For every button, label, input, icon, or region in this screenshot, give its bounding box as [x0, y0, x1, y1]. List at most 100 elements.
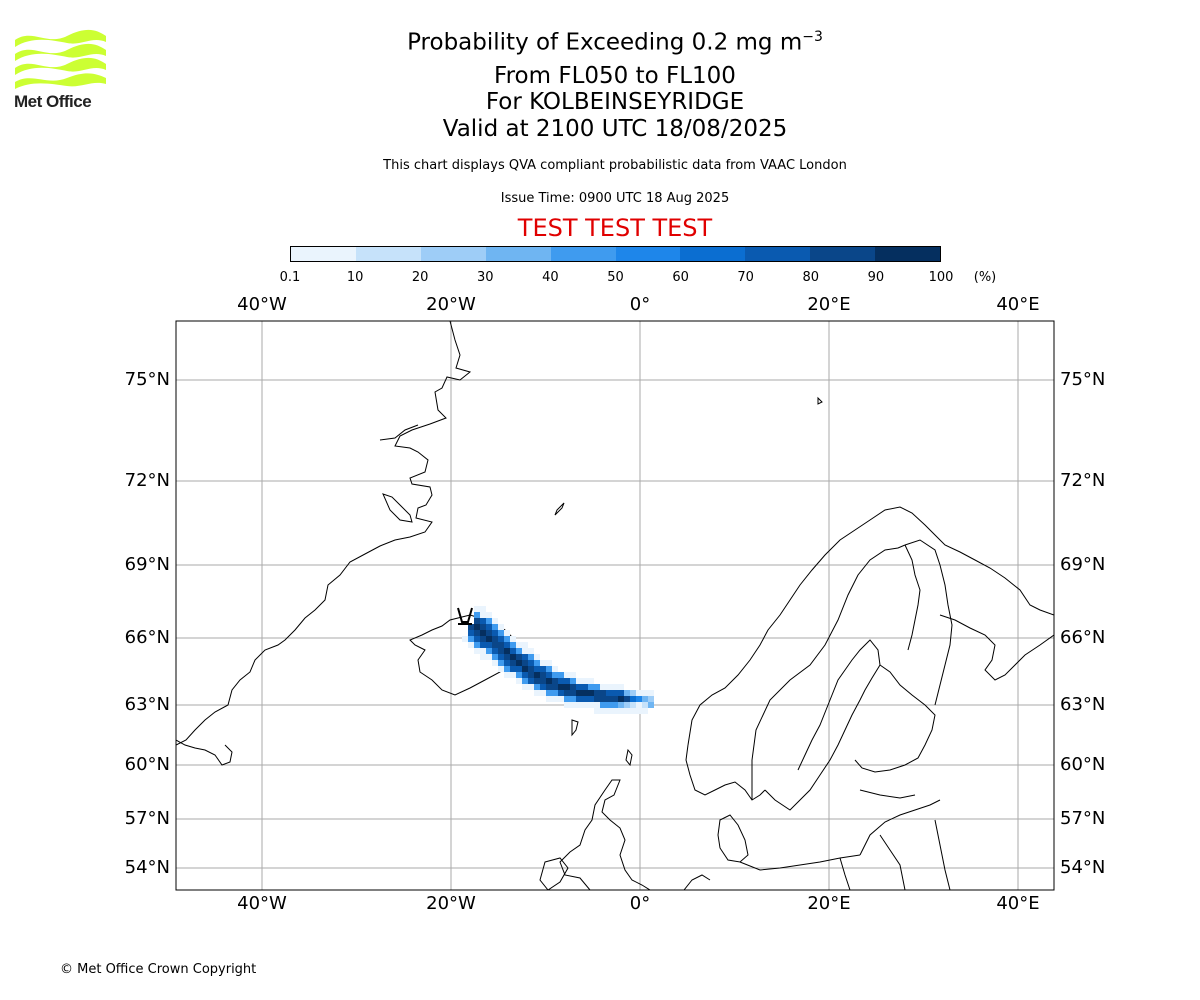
plume-cell	[480, 612, 486, 618]
longitude-label-bottom: 0°	[629, 893, 651, 914]
plume-cell	[606, 708, 612, 714]
plume-cell	[534, 684, 540, 690]
plume-cell	[516, 642, 522, 648]
colorbar-tick-label: 30	[477, 270, 494, 285]
colorbar-tick-label: 40	[542, 270, 559, 285]
latitude-label-left: 57°N	[124, 808, 170, 829]
plume-cell	[630, 702, 636, 708]
colorbar-tick-label: 60	[672, 270, 689, 285]
plume-cell	[570, 672, 576, 678]
plume-cell	[528, 660, 534, 666]
plume-cell	[576, 684, 582, 690]
copyright: © Met Office Crown Copyright	[60, 962, 257, 977]
plume-cell	[552, 672, 558, 678]
plume-cell	[546, 678, 552, 684]
plume-cell	[528, 666, 534, 672]
plume-cell	[534, 660, 540, 666]
plume-cell	[510, 672, 516, 678]
plume-cell	[504, 636, 510, 642]
plume-cell	[540, 660, 546, 666]
plume-cell	[552, 696, 558, 702]
plume-cell	[618, 684, 624, 690]
plume-cell	[648, 702, 654, 708]
plume-cell	[600, 696, 606, 702]
plume-cell	[612, 690, 618, 696]
plume-cell	[594, 690, 600, 696]
plume-cell	[564, 702, 570, 708]
plume-cell	[594, 684, 600, 690]
ash-plume	[462, 606, 654, 714]
plume-cell	[504, 648, 510, 654]
logo-wave-2	[15, 43, 106, 61]
plume-cell	[552, 684, 558, 690]
coastline-kola	[939, 614, 1054, 681]
plume-cell	[504, 642, 510, 648]
plume-cell	[588, 678, 594, 684]
plume-cell	[606, 696, 612, 702]
plume-cell	[642, 696, 648, 702]
plume-cell	[480, 630, 486, 636]
plume-cell	[534, 666, 540, 672]
longitude-label-top: 40°E	[996, 294, 1040, 315]
latitude-label-right: 54°N	[1060, 857, 1106, 878]
longitude-label-top: 0°	[629, 294, 651, 315]
plume-cell	[486, 642, 492, 648]
plume-cell	[552, 666, 558, 672]
plume-cell	[564, 672, 570, 678]
latitude-label-left: 63°N	[124, 694, 170, 715]
plume-cell	[606, 702, 612, 708]
plume-cell	[618, 690, 624, 696]
border-baltic-states	[859, 799, 941, 856]
plume-cell	[588, 690, 594, 696]
plume-cell	[546, 684, 552, 690]
colorbar-segment	[485, 247, 551, 261]
plume-cell	[510, 648, 516, 654]
plume-cell	[486, 624, 492, 630]
plume-cell	[552, 678, 558, 684]
colorbar-tick-label: 90	[867, 270, 885, 285]
plume-cell	[468, 642, 474, 648]
colorbar-tick-label: 10	[346, 270, 364, 285]
plume-cell	[486, 648, 492, 654]
colorbar-segment	[745, 247, 811, 261]
plume-cell	[528, 678, 534, 684]
colorbar-segment	[355, 247, 421, 261]
plume-cell	[480, 648, 486, 654]
plume-cell	[594, 702, 600, 708]
plume-cell	[546, 696, 552, 702]
disclaimer-text: This chart displays QVA compliant probab…	[383, 158, 847, 173]
colorbar-tick-label: 100	[928, 270, 954, 285]
latitude-label-left: 54°N	[124, 857, 170, 878]
coastline-norway	[687, 506, 1054, 746]
plume-cell	[564, 678, 570, 684]
plume-cell	[492, 660, 498, 666]
plume-cell	[486, 612, 492, 618]
plume-cell	[576, 702, 582, 708]
plume-cell	[498, 648, 504, 654]
longitude-label-bottom: 40°W	[237, 893, 287, 914]
plume-cell	[636, 696, 642, 702]
plume-cell	[522, 678, 528, 684]
plume-cell	[504, 672, 510, 678]
colorbar-segment	[420, 247, 486, 261]
colorbar-segment	[291, 247, 356, 261]
coastline-shetland	[625, 748, 633, 767]
plume-cell	[612, 684, 618, 690]
colorbar-unit: (%)	[973, 270, 997, 285]
plume-cell	[540, 672, 546, 678]
plume-cell	[624, 696, 630, 702]
coastline-finland	[854, 664, 936, 773]
plume-cell	[540, 678, 546, 684]
longitude-label-bottom: 40°E	[996, 893, 1040, 914]
plume-cell	[648, 696, 654, 702]
border-norway-sweden	[751, 544, 906, 800]
plume-cell	[516, 672, 522, 678]
coastline-ireland	[539, 857, 569, 890]
plume-cell	[474, 648, 480, 654]
plume-cell	[600, 684, 606, 690]
plume-cell	[600, 708, 606, 714]
plume-cell	[480, 636, 486, 642]
plume-cell	[528, 672, 534, 678]
plume-cell	[600, 702, 606, 708]
